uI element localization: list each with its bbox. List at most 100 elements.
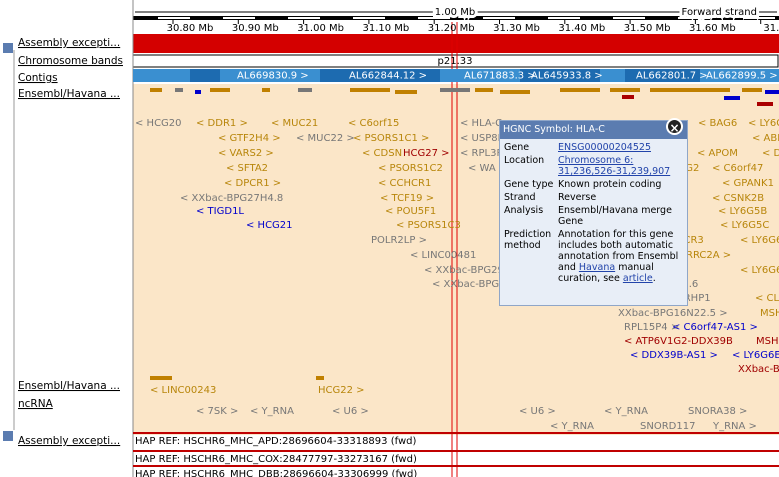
feature-label: < Y_RNA <box>250 406 294 417</box>
contig-segment <box>190 69 220 82</box>
feature-label: < HCG20 <box>135 118 182 129</box>
gene-link[interactable]: ENSG00000204525 <box>558 142 651 153</box>
value: Chromosome 6: 31,236,526-31,239,907 <box>556 154 685 178</box>
key: Gene <box>504 142 530 153</box>
transcript-block <box>622 95 634 99</box>
feature-label: PRRC2A > <box>680 250 731 261</box>
feature-label: < LY6G5C <box>720 220 769 231</box>
location-link[interactable]: Chromosome 6: 31,236,526-31,239,907 <box>558 155 671 177</box>
popup-row: Analysis Ensembl/Havana merge Gene <box>502 204 685 228</box>
transcript-block <box>298 88 312 92</box>
feature-label: < XXbac-BPG29 <box>424 265 504 276</box>
popup-row: Location Chromosome 6: 31,236,526-31,239,… <box>502 154 685 178</box>
key: Location <box>504 155 545 166</box>
feature-label: < CSNK2B <box>712 193 764 204</box>
feature-label: XXbac-BPG16N22.5 > <box>618 308 728 319</box>
feature-label: HCG27 > <box>403 148 450 159</box>
track-label: ncRNA <box>18 398 54 410</box>
feature-label: < XXbac-BPG <box>432 279 499 290</box>
feature-label: POLR2LP > <box>371 235 427 246</box>
key: Gene type <box>504 179 554 190</box>
feature-label: < POU5F1 <box>385 206 436 217</box>
scale-segment <box>483 17 515 19</box>
feature-label: < ABHD1 <box>752 133 779 144</box>
feature-label: MSH <box>760 308 779 319</box>
feature-label: < LINC00481 <box>410 250 476 261</box>
collapse-icon[interactable] <box>3 431 13 441</box>
contig-segment <box>700 69 779 82</box>
transcript-block <box>765 90 779 94</box>
hap-label: HAP REF: HSCHR6_MHC_COX:28477797-3327316… <box>135 454 417 465</box>
contig-segment <box>625 69 700 82</box>
feature-label: < LY6G <box>748 118 779 129</box>
havana-link[interactable]: Havana <box>578 262 616 273</box>
text: Annotation for this gene includes both a… <box>558 229 679 273</box>
contig-label: AL662844.12 > <box>349 71 427 82</box>
feature-label: < PSORS1C2 <box>378 163 443 174</box>
contig-label: AL671883.3 > <box>464 71 536 82</box>
transcript-block <box>610 88 640 92</box>
transcript-block <box>560 88 600 92</box>
transcript-block <box>440 88 470 92</box>
popup: HGNC Symbol: HLA-C Gene ENSG00000204525 L… <box>499 120 688 306</box>
transcript-block <box>150 88 162 92</box>
feature-label: < C6orf47 <box>712 163 763 174</box>
value: Ensembl/Havana merge Gene <box>558 205 672 227</box>
feature-label: MSH <box>756 336 779 347</box>
tick-label: 31.60 Mb <box>689 23 736 34</box>
popup-row: Gene ENSG00000204525 <box>502 141 685 154</box>
feature-label: < U6 > <box>519 406 556 417</box>
hap-label: HAP REF: HSCHR6_MHC_APD:28696604-3331889… <box>135 436 416 447</box>
feature-label: SNORA38 > <box>688 406 747 417</box>
transcript-block <box>395 90 417 94</box>
feature-label: < C6orf15 <box>348 118 399 129</box>
feature-label: < LY6G6E <box>732 350 779 361</box>
transcript-block <box>195 90 201 94</box>
feature-label: < DPCR1 > <box>224 178 281 189</box>
feature-label: < RPL3P <box>460 148 503 159</box>
feature-label: < Y_RNA <box>550 421 594 432</box>
feature-label: < MUC22 > <box>296 133 355 144</box>
strand-label: Forward strand <box>682 7 757 18</box>
scale-segment <box>158 17 190 19</box>
value: ENSG00000204525 <box>556 141 685 154</box>
feature-label: HCG22 > <box>318 385 365 396</box>
feature-label: < WA <box>468 163 496 174</box>
contig-segment <box>220 69 320 82</box>
track-label: Contigs <box>18 72 58 84</box>
tick-label: 31.10 Mb <box>363 23 410 34</box>
key: Prediction method <box>504 229 552 251</box>
track-label: Ensembl/Havana ... <box>18 88 120 100</box>
tick-label: 31.00 Mb <box>297 23 344 34</box>
tick-label: 31.40 Mb <box>558 23 605 34</box>
tick-label: 31.30 Mb <box>493 23 540 34</box>
collapse-icon[interactable] <box>3 43 13 53</box>
feature-label: < GTF2H4 > <box>218 133 281 144</box>
text: . <box>652 273 656 284</box>
feature-label: SNORD117 <box>640 421 695 432</box>
track-label: Ensembl/Havana ... <box>18 380 120 392</box>
feature-label: < TIGD1L <box>196 206 244 217</box>
feature-label: XXbac-BPG <box>738 364 779 375</box>
key: Analysis <box>504 205 544 216</box>
feature-label: < MUC21 <box>271 118 318 129</box>
feature-label: < DD <box>762 148 779 159</box>
label-panel <box>0 0 133 477</box>
close-button[interactable]: × <box>666 118 683 135</box>
feature-label: RPL15P4 > <box>624 322 679 333</box>
article-link[interactable]: article <box>622 273 653 284</box>
contig-label: AL662899.5 > <box>706 71 778 82</box>
transcript-block <box>210 88 230 92</box>
feature-label: < CCHCR1 <box>378 178 431 189</box>
transcript-block <box>724 96 740 100</box>
feature-label: < CLI <box>755 293 779 304</box>
popup-row: Prediction method Annotation for this gen… <box>502 228 685 285</box>
transcript-block <box>500 90 530 94</box>
contig-segment <box>520 69 600 82</box>
track-label: Assembly excepti... <box>18 435 120 447</box>
scale-segment <box>743 17 775 19</box>
transcript-block <box>316 376 324 380</box>
hap-label: HAP REF: HSCHR6_MHC_DBB:28696604-3330699… <box>135 469 417 477</box>
value: Known protein coding <box>558 179 662 190</box>
feature-label: < DDX39B-AS1 > <box>630 350 718 361</box>
